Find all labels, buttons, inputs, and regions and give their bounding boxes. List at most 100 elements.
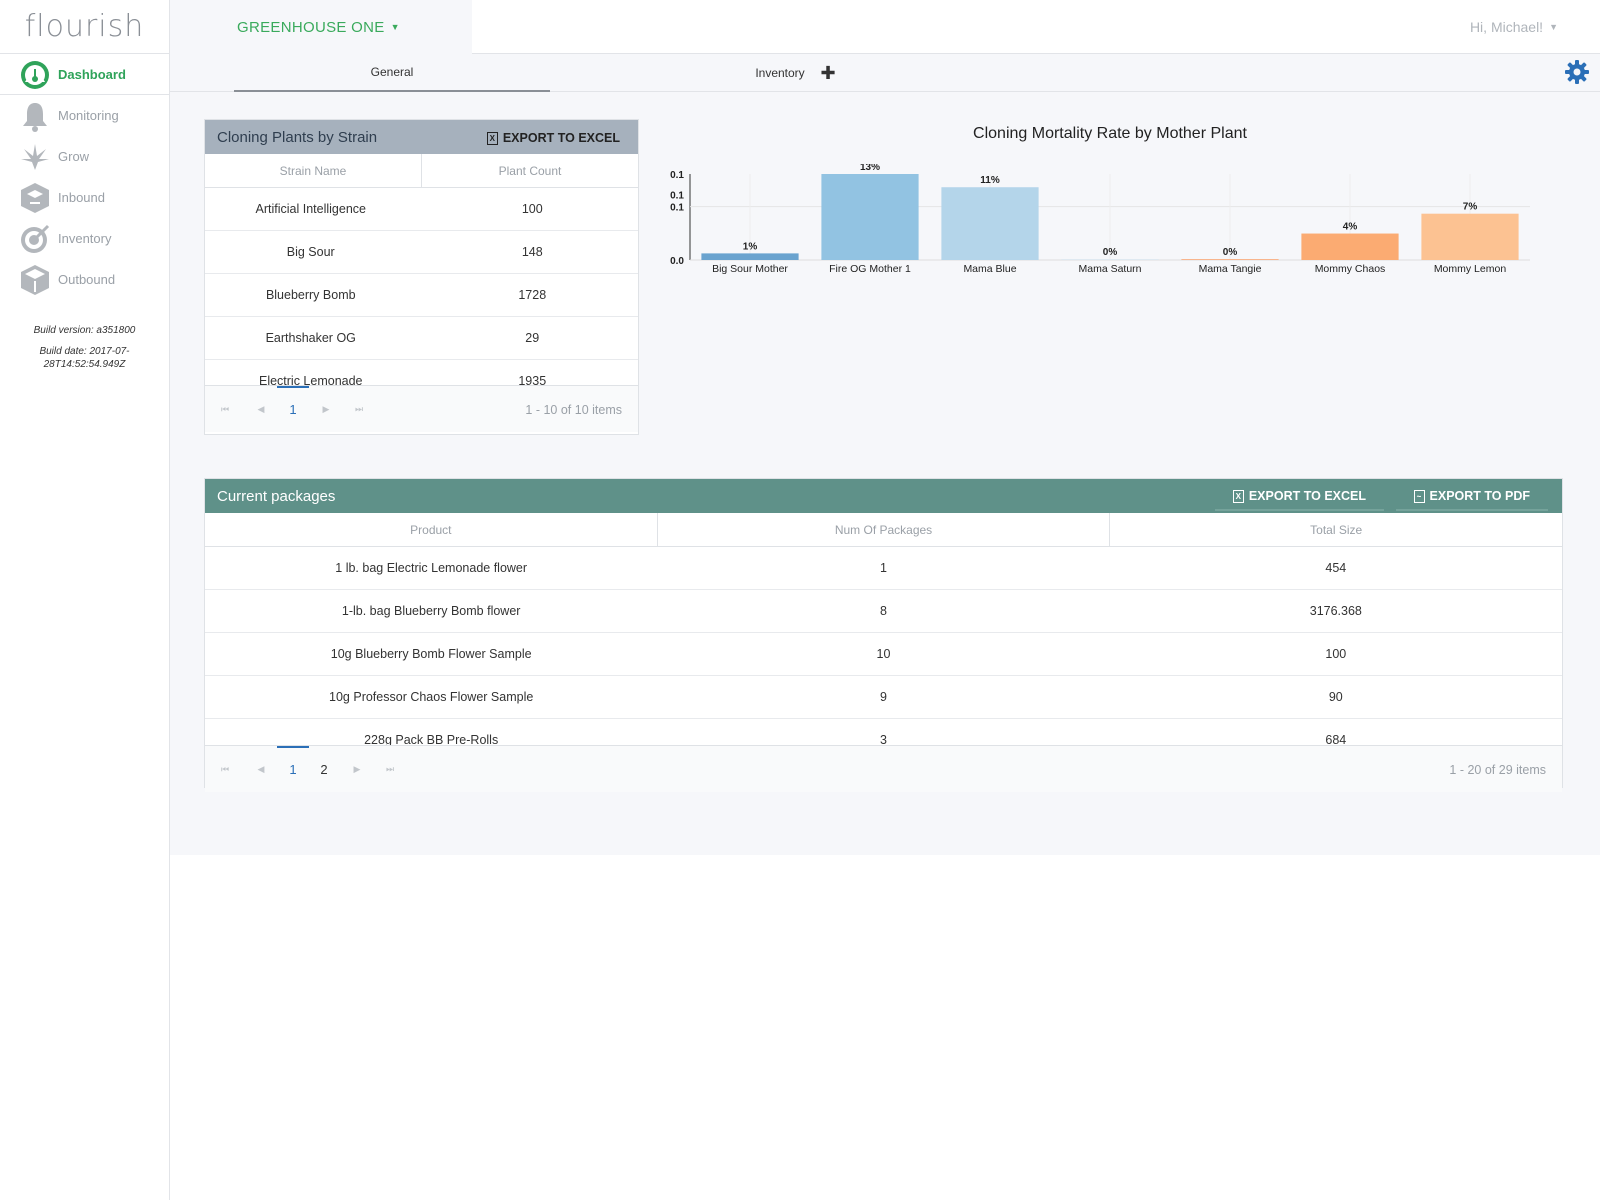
excel-file-icon: X [486, 131, 498, 145]
tab-inventory[interactable]: Inventory [755, 66, 805, 80]
last-page-icon[interactable]: ⏭ [354, 404, 364, 414]
add-tab-icon[interactable]: ✚ [820, 62, 836, 83]
sidebar-item-dashboard[interactable]: Dashboard [0, 54, 169, 95]
bar-mommy-lemon[interactable] [1421, 213, 1519, 260]
x-tick-label: Mama Saturn [1078, 263, 1141, 275]
table-row[interactable]: Artificial Intelligence 100 [205, 188, 638, 231]
column-header[interactable]: Plant Count [498, 163, 562, 178]
table-cell: 1935 [518, 374, 547, 385]
table-cell: Electric Lemonade [258, 374, 363, 385]
page-number-button[interactable]: 1 [277, 746, 309, 793]
dashboard-content: Cloning Plants by Strain X EXPORT TO EXC… [170, 92, 1600, 855]
sidebar-nav: Dashboard Monitoring Grow Inbound Inventory O… [0, 54, 169, 300]
table-row[interactable]: 10g Blueberry Bomb Flower Sample 10 100 [205, 633, 1562, 676]
user-menu[interactable]: Hi, Michael! ▼ [1470, 0, 1558, 54]
grid-rows[interactable]: 1 lb. bag Electric Lemonade flower 1 454 1-… [205, 547, 1562, 745]
table-cell: 1-lb. bag Blueberry Bomb flower [341, 604, 521, 618]
bar-big-sour-mother[interactable] [701, 253, 799, 260]
first-page-icon[interactable]: ⏮ [220, 764, 230, 774]
dashboard-tabs: General Inventory ✚ [170, 54, 1600, 92]
bar-data-label: 7% [1463, 202, 1478, 213]
logo-text: flourish [24, 9, 145, 44]
table-row[interactable]: Big Sour 148 [205, 231, 638, 274]
grid-header: Current packages X EXPORT TO EXCEL ~ EXP… [205, 479, 1562, 513]
grid-title: Current packages [217, 487, 336, 505]
export-label: EXPORT TO EXCEL [502, 131, 620, 145]
first-page-icon[interactable]: ⏮ [220, 404, 230, 414]
table-row[interactable]: Electric Lemonade 1935 [205, 360, 638, 385]
table-cell: 8 [880, 604, 887, 618]
table-row[interactable]: Blueberry Bomb 1728 [205, 274, 638, 317]
sidebar-item-monitoring[interactable]: Monitoring [0, 95, 169, 136]
sidebar-item-label: Monitoring [58, 108, 119, 123]
excel-file-icon: X [1232, 489, 1244, 503]
bar-data-label: 4% [1343, 222, 1358, 233]
flourish-logo[interactable]: flourish [0, 0, 169, 54]
bar-data-label: 0% [1103, 247, 1118, 258]
grid-rows[interactable]: Artificial Intelligence 100 Big Sour 148 Blu… [205, 188, 638, 385]
page-number-button[interactable]: 1 [277, 386, 309, 433]
table-row[interactable]: 1-lb. bag Blueberry Bomb flower 8 3176.368 [205, 590, 1562, 633]
facility-name: GREENHOUSE ONE [237, 18, 385, 36]
table-row[interactable]: 10g Professor Chaos Flower Sample 9 90 [205, 676, 1562, 719]
y-tick-label: 0.1 [670, 203, 684, 214]
grid-title: Cloning Plants by Strain [217, 128, 378, 146]
sidebar-item-label: Inventory [58, 231, 112, 246]
table-cell: Artificial Intelligence [255, 202, 366, 216]
table-cell: Earthshaker OG [265, 331, 356, 345]
bar-data-label: 13% [860, 164, 880, 173]
bar-fire-og-mother-1[interactable] [821, 174, 919, 260]
column-header[interactable]: Total Size [1310, 522, 1363, 537]
bar-data-label: 1% [743, 241, 758, 252]
page-number-button[interactable]: 2 [320, 762, 328, 777]
next-page-icon[interactable]: ▶ [322, 404, 330, 414]
table-cell: 148 [521, 245, 543, 259]
next-page-icon[interactable]: ▶ [353, 764, 361, 774]
export-to-excel-button[interactable]: X EXPORT TO EXCEL [468, 124, 638, 152]
export-label: EXPORT TO EXCEL [1248, 489, 1366, 503]
export-to-pdf-button[interactable]: ~ EXPORT TO PDF [1395, 483, 1548, 511]
last-page-icon[interactable]: ⏭ [385, 764, 395, 774]
sidebar-item-outbound[interactable]: Outbound [0, 259, 169, 300]
prev-page-icon[interactable]: ◀ [257, 404, 265, 414]
pdf-file-icon: ~ [1413, 489, 1425, 503]
x-tick-label: Mommy Lemon [1434, 263, 1507, 275]
facility-selector[interactable]: GREENHOUSE ONE ▼ [170, 0, 472, 54]
sidebar-item-inbound[interactable]: Inbound [0, 177, 169, 218]
column-header[interactable]: Product [205, 513, 658, 546]
table-row[interactable]: 1 lb. bag Electric Lemonade flower 1 454 [205, 547, 1562, 590]
table-cell: 90 [1328, 690, 1343, 704]
sidebar-item-label: Grow [58, 149, 90, 164]
top-header: GREENHOUSE ONE ▼ Hi, Michael! ▼ [170, 0, 1600, 54]
table-cell: 100 [1325, 647, 1347, 661]
bar-data-label: 11% [980, 175, 1000, 186]
tab-general[interactable]: General [234, 54, 550, 92]
x-tick-label: Big Sour Mother [712, 263, 788, 275]
table-cell: Big Sour [286, 245, 335, 259]
table-row[interactable]: Earthshaker OG 29 [205, 317, 638, 360]
table-cell: 3 [880, 733, 887, 745]
table-row[interactable]: 228g Pack BB Pre-Rolls 3 684 [205, 719, 1562, 745]
sidebar-item-label: Dashboard [58, 66, 126, 82]
sidebar-item-inventory[interactable]: Inventory [0, 218, 169, 259]
table-cell: 454 [1325, 561, 1347, 575]
dashboard-gauge-icon [18, 57, 52, 91]
bar-mama-tangie[interactable] [1181, 259, 1279, 260]
y-tick-label: 0.1 [670, 191, 684, 202]
table-cell: 9 [880, 690, 887, 704]
bar-mama-blue[interactable] [941, 187, 1039, 260]
mortality-chart: Cloning Mortality Rate by Mother Plant 0… [660, 119, 1560, 319]
column-header[interactable]: Num Of Packages [658, 513, 1111, 546]
table-cell: 1 [880, 561, 887, 575]
column-header[interactable]: Strain Name [205, 154, 422, 187]
prev-page-icon[interactable]: ◀ [257, 764, 265, 774]
bar-mommy-chaos[interactable] [1301, 233, 1399, 260]
gear-icon[interactable] [1564, 59, 1590, 85]
table-cell: 3176.368 [1309, 604, 1362, 618]
caret-down-icon: ▼ [1549, 22, 1558, 32]
y-tick-label: 0.1 [670, 170, 684, 181]
bar-mama-saturn[interactable] [1061, 259, 1159, 260]
sidebar-item-grow[interactable]: Grow [0, 136, 169, 177]
export-to-excel-button[interactable]: X EXPORT TO EXCEL [1214, 483, 1384, 511]
sidebar-item-label: Inbound [58, 190, 105, 205]
